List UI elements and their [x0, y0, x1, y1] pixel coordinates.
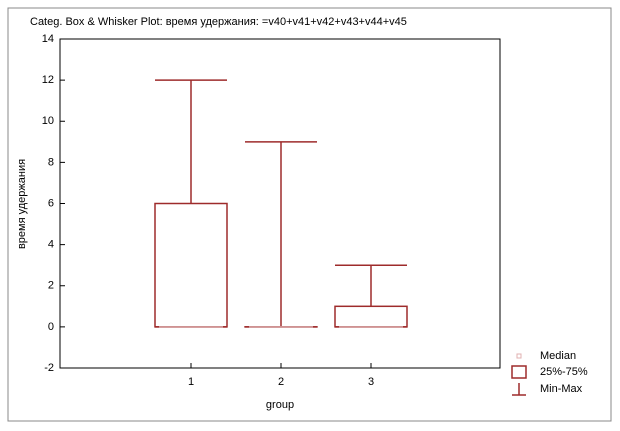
y-tick-label: -2: [44, 362, 54, 374]
x-tick-label: 2: [278, 376, 284, 388]
y-tick-label: 8: [48, 156, 54, 168]
legend-box-icon: [511, 365, 527, 379]
x-axis-label: group: [266, 399, 294, 411]
frame: [7, 7, 612, 422]
y-tick-label: 10: [42, 115, 54, 127]
y-tick-label: 0: [48, 321, 54, 333]
legend-label: Median: [540, 350, 576, 362]
legend-label: 25%-75%: [540, 366, 588, 378]
y-axis-label: время удержания: [16, 159, 28, 249]
chart-title: Categ. Box & Whisker Plot: время удержан…: [30, 16, 407, 28]
y-tick-label: 14: [42, 33, 54, 45]
x-tick-label: 1: [188, 376, 194, 388]
legend-median-icon: [516, 353, 522, 359]
legend-label: Min-Max: [540, 383, 583, 395]
y-tick-label: 12: [42, 74, 54, 86]
y-tick-label: 6: [48, 197, 54, 209]
y-tick-label: 4: [48, 239, 54, 251]
y-tick-label: 2: [48, 280, 54, 292]
x-tick-label: 3: [368, 376, 374, 388]
